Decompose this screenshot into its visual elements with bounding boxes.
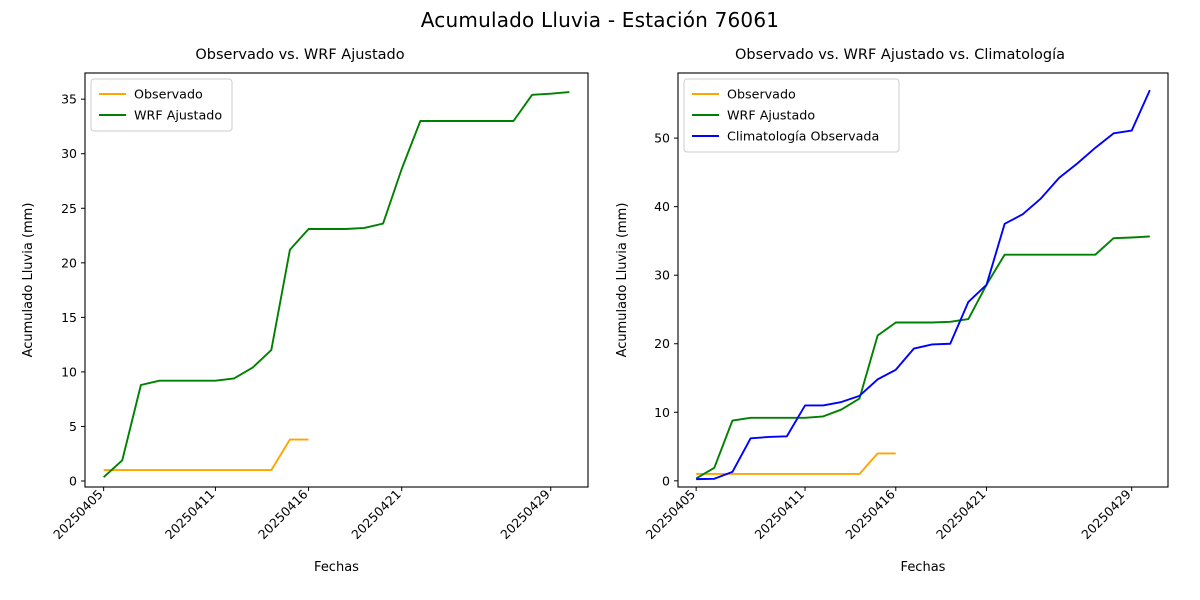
y-axis-label: Acumulado Lluvia (mm) bbox=[615, 203, 630, 358]
figure-title: Acumulado Lluvia - Estación 76061 bbox=[420, 8, 780, 32]
series-line-0 bbox=[696, 452, 896, 475]
legend-label-0: Observado bbox=[134, 87, 203, 102]
series-line-0 bbox=[103, 438, 309, 472]
x-tick-label: 20250416 bbox=[842, 486, 898, 542]
y-tick-label: 40 bbox=[654, 199, 670, 214]
y-tick-label: 20 bbox=[654, 336, 670, 351]
legend-box bbox=[683, 78, 900, 153]
y-tick-label: 30 bbox=[61, 146, 77, 161]
legend-box bbox=[90, 78, 233, 132]
plot-frame bbox=[84, 72, 589, 488]
y-axis-label: Acumulado Lluvia (mm) bbox=[21, 203, 36, 358]
x-tick-label: 20250429 bbox=[497, 486, 553, 542]
y-tick-label: 30 bbox=[654, 268, 670, 283]
subplot-left-plot: 20250405 20250411 20250416 20250421 20250429… bbox=[21, 72, 589, 575]
y-tick-label: 0 bbox=[662, 473, 670, 488]
subplot-right-plot: 20250405 20250411 20250416 20250421 20250429… bbox=[615, 72, 1169, 575]
x-tick-label: 20250411 bbox=[752, 487, 808, 543]
x-tick-label: 20250429 bbox=[1078, 486, 1134, 542]
series-line-2 bbox=[696, 89, 1151, 481]
x-tick-label: 20250405 bbox=[50, 487, 106, 543]
y-tick-label: 35 bbox=[61, 92, 77, 107]
legend-label-1: WRF Ajustado bbox=[134, 108, 222, 123]
y-tick-label: 20 bbox=[61, 255, 77, 270]
subplot-left-title: Observado vs. WRF Ajustado bbox=[195, 47, 405, 63]
x-tick-label: 20250421 bbox=[933, 487, 989, 543]
x-tick-label: 20250405 bbox=[643, 487, 699, 543]
x-tick-label: 20250421 bbox=[348, 487, 404, 543]
subplot-right: Observado vs. WRF Ajustado vs. Climatolo… bbox=[600, 0, 1200, 600]
plot-frame bbox=[677, 72, 1169, 488]
x-tick-label: 20250416 bbox=[255, 486, 311, 542]
y-tick-label: 25 bbox=[61, 201, 77, 216]
y-tick-label: 10 bbox=[61, 364, 77, 379]
x-tick-label: 20250411 bbox=[162, 487, 218, 543]
series-line-1 bbox=[695, 235, 1150, 480]
y-tick-label: 10 bbox=[654, 405, 670, 420]
y-tick-label: 0 bbox=[69, 474, 77, 489]
x-axis-label: Fechas bbox=[314, 560, 359, 575]
series-line-1 bbox=[102, 91, 570, 478]
subplot-left: Observado vs. WRF Ajustado 20250405 20250… bbox=[21, 47, 589, 575]
legend-label-2: Climatología Observada bbox=[727, 129, 879, 144]
y-tick-label: 50 bbox=[654, 131, 670, 146]
x-axis-label: Fechas bbox=[901, 560, 946, 575]
y-tick-label: 15 bbox=[61, 310, 77, 325]
y-tick-label: 5 bbox=[69, 419, 77, 434]
subplot-right-title: Observado vs. WRF Ajustado vs. Climatolo… bbox=[735, 47, 1065, 63]
legend-label-0: Observado bbox=[727, 87, 796, 102]
legend-label-1: WRF Ajustado bbox=[727, 108, 815, 123]
